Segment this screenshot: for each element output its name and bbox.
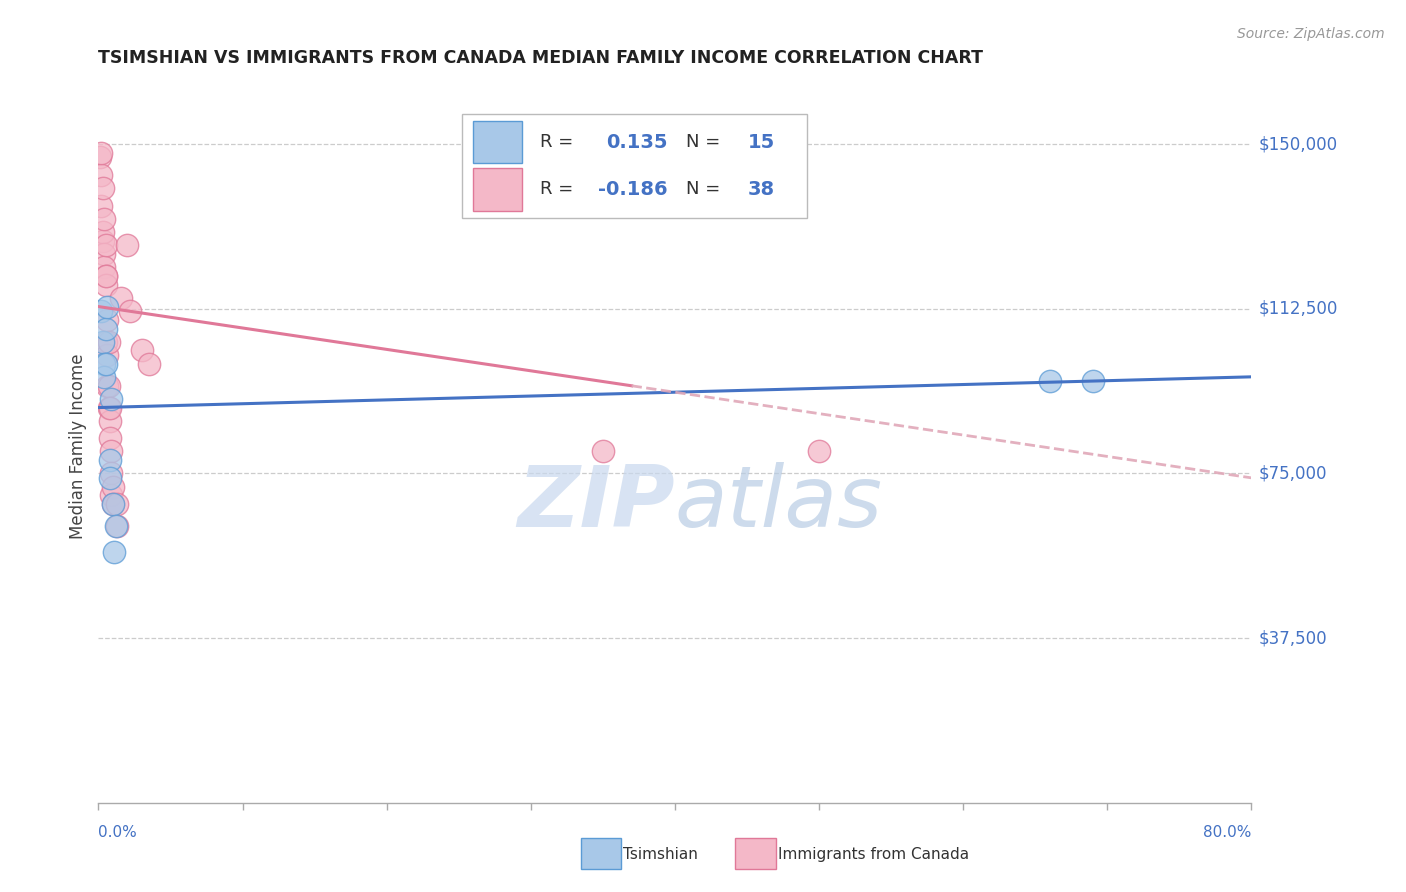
Point	[98, 453, 121, 467]
Point	[94, 238, 117, 252]
Text: $75,000: $75,000	[1258, 465, 1327, 483]
Point	[90, 198, 112, 212]
Point	[105, 497, 128, 511]
Text: $37,500: $37,500	[1258, 629, 1327, 647]
Point	[91, 225, 114, 239]
Text: TSIMSHIAN VS IMMIGRANTS FROM CANADA MEDIAN FAMILY INCOME CORRELATION CHART: TSIMSHIAN VS IMMIGRANTS FROM CANADA MEDI…	[98, 49, 983, 67]
Text: 38: 38	[748, 180, 775, 199]
Point	[97, 378, 120, 392]
Point	[100, 467, 122, 481]
Point	[103, 545, 125, 559]
Point	[96, 300, 118, 314]
Point	[90, 145, 112, 160]
FancyBboxPatch shape	[461, 114, 807, 218]
Point	[98, 414, 121, 428]
Text: 0.135: 0.135	[606, 133, 668, 152]
Point	[101, 497, 124, 511]
Text: atlas: atlas	[675, 461, 883, 545]
Point	[138, 357, 160, 371]
Point	[592, 444, 614, 458]
Point	[104, 519, 127, 533]
Point	[807, 444, 830, 458]
Point	[94, 277, 117, 292]
Point	[110, 291, 132, 305]
Point	[90, 168, 112, 182]
FancyBboxPatch shape	[472, 121, 522, 163]
Point	[96, 312, 118, 326]
Point	[100, 392, 122, 406]
Text: -0.186: -0.186	[598, 180, 668, 199]
Text: Tsimshian: Tsimshian	[623, 847, 697, 862]
Point	[93, 247, 115, 261]
Text: $150,000: $150,000	[1258, 135, 1337, 153]
Text: R =: R =	[540, 180, 579, 198]
Text: 80.0%: 80.0%	[1204, 825, 1251, 840]
Point	[91, 334, 114, 349]
Point	[91, 181, 114, 195]
Point	[101, 480, 124, 494]
Point	[96, 348, 118, 362]
Text: R =: R =	[540, 134, 579, 152]
Point	[98, 431, 121, 445]
Point	[97, 334, 120, 349]
FancyBboxPatch shape	[472, 169, 522, 211]
Point	[94, 334, 117, 349]
Text: ZIP: ZIP	[517, 461, 675, 545]
Point	[94, 268, 117, 283]
Point	[100, 444, 122, 458]
Text: $112,500: $112,500	[1258, 300, 1337, 318]
Point	[1038, 374, 1062, 388]
Point	[117, 238, 138, 252]
Point	[131, 343, 153, 358]
Point	[105, 519, 128, 533]
Point	[101, 497, 124, 511]
Point	[97, 401, 120, 415]
Text: N =: N =	[686, 180, 727, 198]
Point	[93, 260, 115, 274]
Point	[96, 378, 118, 392]
Point	[91, 234, 114, 248]
Point	[90, 304, 112, 318]
Point	[94, 268, 117, 283]
Point	[93, 211, 115, 226]
Y-axis label: Median Family Income: Median Family Income	[69, 353, 87, 539]
Text: Immigrants from Canada: Immigrants from Canada	[778, 847, 969, 862]
Text: 0.0%: 0.0%	[98, 825, 138, 840]
Point	[94, 321, 117, 335]
Point	[94, 357, 117, 371]
Point	[93, 369, 115, 384]
Point	[89, 150, 111, 164]
Text: N =: N =	[686, 134, 727, 152]
Point	[98, 401, 121, 415]
Text: 15: 15	[748, 133, 775, 152]
Point	[1081, 374, 1104, 388]
Point	[100, 488, 122, 502]
Point	[120, 304, 142, 318]
Text: Source: ZipAtlas.com: Source: ZipAtlas.com	[1237, 27, 1385, 41]
Point	[98, 471, 121, 485]
Point	[93, 357, 115, 371]
